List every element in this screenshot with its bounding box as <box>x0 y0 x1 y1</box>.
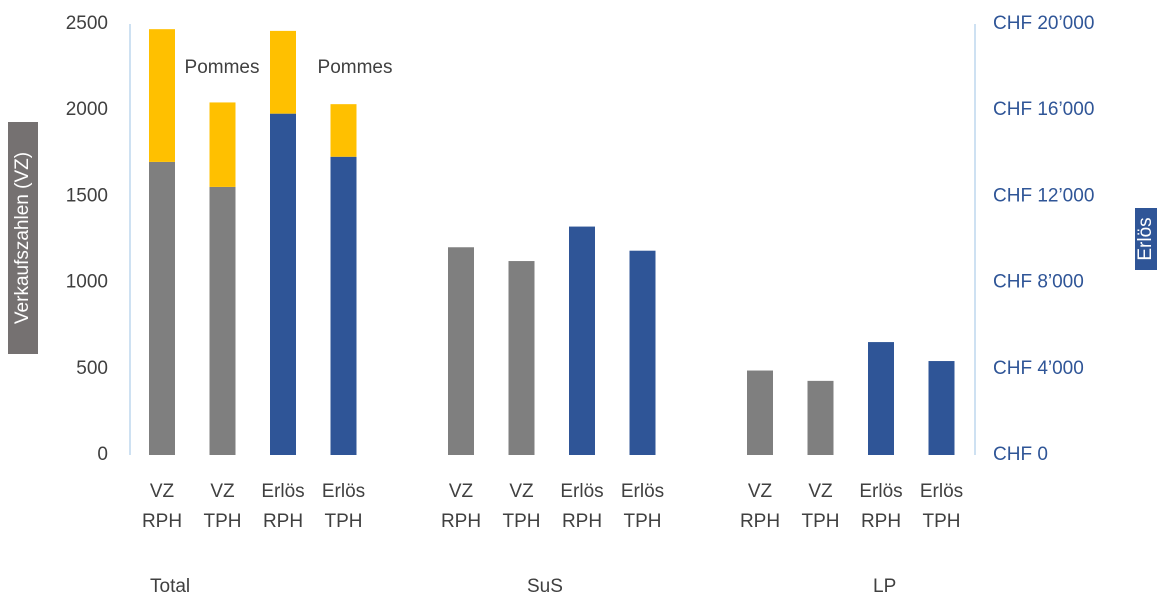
y2-tick-label: CHF 4’000 <box>993 358 1084 379</box>
x-tick-label: Erlös <box>322 481 365 502</box>
x-tick-label: RPH <box>562 511 602 532</box>
x-tick-label: VZ <box>210 481 235 502</box>
bar <box>448 247 474 455</box>
y-tick-label: 1000 <box>66 272 108 293</box>
y2-tick-label: CHF 8’000 <box>993 272 1084 293</box>
y-tick-label: 500 <box>76 358 108 379</box>
bar <box>330 104 357 157</box>
y-tick-label: 0 <box>97 444 108 465</box>
bar <box>330 156 357 456</box>
x-tick-label: Erlös <box>261 481 304 502</box>
x-tick-label: TPH <box>923 511 961 532</box>
annotation: Pommes <box>318 57 393 78</box>
x-tick-label: TPH <box>802 511 840 532</box>
bar <box>209 102 236 187</box>
x-tick-label: Erlös <box>859 481 902 502</box>
y2-tick-label: CHF 16’000 <box>993 99 1094 120</box>
x-tick-label: TPH <box>503 511 541 532</box>
bar <box>868 342 894 455</box>
x-tick-label: VZ <box>808 481 833 502</box>
x-tick-label: Erlös <box>920 481 963 502</box>
y-axis-label: Verkaufszahlen (VZ) <box>12 152 33 324</box>
group-label: Total <box>150 576 190 596</box>
x-tick-label: RPH <box>861 511 901 532</box>
group-label: SuS <box>527 576 563 596</box>
y-label-box <box>8 122 38 354</box>
x-tick-label: RPH <box>740 511 780 532</box>
annotation: Pommes <box>185 57 260 78</box>
x-tick-label: RPH <box>441 511 481 532</box>
x-tick-label: VZ <box>150 481 175 502</box>
x-tick-label: Erlös <box>621 481 664 502</box>
y2-tick-label: CHF 0 <box>993 444 1048 465</box>
bar <box>270 30 296 114</box>
x-tick-label: RPH <box>263 511 303 532</box>
y2-label-box <box>1135 208 1157 270</box>
bar <box>928 361 955 455</box>
bar <box>569 226 595 455</box>
bar <box>149 161 175 456</box>
x-tick-label: VZ <box>509 481 534 502</box>
bar <box>209 186 236 455</box>
x-tick-label: TPH <box>204 511 242 532</box>
x-tick-label: TPH <box>624 511 662 532</box>
group-label: LP <box>873 576 896 596</box>
bar <box>270 113 296 455</box>
y2-tick-label: CHF 20’000 <box>993 13 1094 34</box>
bar <box>747 370 773 455</box>
x-tick-label: RPH <box>142 511 182 532</box>
bar <box>508 261 535 455</box>
y2-tick-label: CHF 12’000 <box>993 185 1094 206</box>
y-tick-label: 2500 <box>66 13 108 34</box>
y-tick-label: 1500 <box>66 185 108 206</box>
bar <box>629 250 656 455</box>
x-tick-label: VZ <box>449 481 474 502</box>
x-tick-label: TPH <box>325 511 363 532</box>
x-tick-label: Erlös <box>560 481 603 502</box>
y-tick-label: 2000 <box>66 99 108 120</box>
x-tick-label: VZ <box>748 481 773 502</box>
bar <box>807 380 834 455</box>
bar <box>149 29 175 162</box>
y2-axis-label: Erlös <box>1135 217 1156 260</box>
